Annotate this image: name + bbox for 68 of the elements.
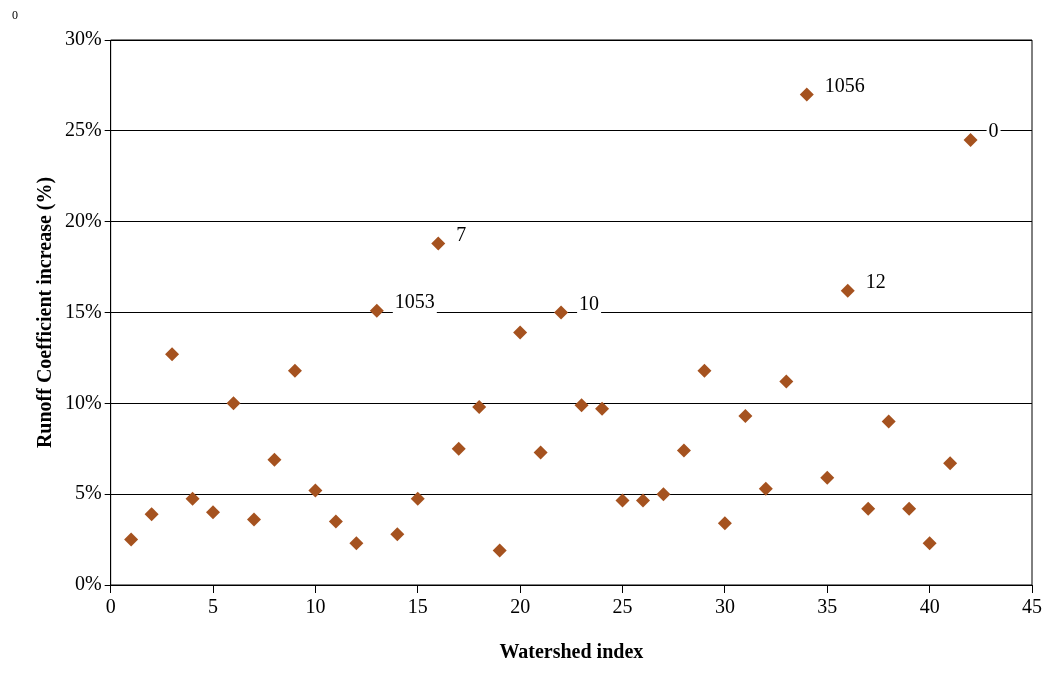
point — [226, 396, 241, 411]
point — [902, 501, 917, 516]
point — [943, 456, 958, 471]
point — [779, 374, 794, 389]
x-tick-label: 45 — [1022, 595, 1042, 618]
point — [861, 501, 876, 516]
point — [717, 516, 732, 531]
point — [246, 512, 261, 527]
point — [533, 445, 548, 460]
x-tick-label: 15 — [407, 595, 428, 618]
point — [554, 305, 569, 320]
point — [615, 493, 630, 508]
y-tick-label: 10% — [64, 390, 102, 413]
point — [574, 398, 589, 413]
annotation: 1053 — [394, 289, 435, 312]
annotation: 1056 — [824, 73, 865, 96]
point — [840, 283, 855, 298]
y-tick-label: 15% — [64, 299, 102, 322]
point — [922, 536, 937, 551]
point — [410, 491, 425, 506]
x-tick-label: 0 — [105, 595, 116, 618]
point — [635, 493, 650, 508]
y-tick-label: 0% — [74, 572, 102, 595]
point — [472, 399, 487, 414]
x-tick-label: 25 — [612, 595, 633, 618]
y-tick-label: 30% — [64, 27, 102, 50]
annotation: 0 — [988, 119, 999, 142]
point — [206, 505, 221, 520]
point — [595, 401, 610, 416]
point — [513, 325, 528, 340]
point — [369, 303, 384, 318]
point — [799, 87, 814, 102]
point — [492, 543, 507, 558]
point — [328, 514, 343, 529]
point — [144, 507, 159, 522]
x-axis-title: Watershed index — [499, 640, 644, 663]
point — [308, 483, 323, 498]
x-tick-label: 40 — [919, 595, 940, 618]
y-tick-label: 20% — [64, 208, 102, 231]
x-tick-label: 20 — [510, 595, 531, 618]
point — [676, 443, 691, 458]
annotation: 12 — [865, 269, 886, 292]
x-tick-label: 10 — [305, 595, 326, 618]
point — [431, 236, 446, 251]
x-tick-label: 30 — [714, 595, 735, 618]
annotation: 10 — [579, 291, 600, 314]
point — [697, 363, 712, 378]
point — [185, 491, 200, 506]
text: 0 — [12, 8, 18, 23]
point — [963, 132, 978, 147]
point — [165, 347, 180, 362]
point — [881, 414, 896, 429]
x-tick-label: 35 — [817, 595, 838, 618]
y-axis-title: Runoff Coefficient increase (%) — [33, 176, 57, 449]
point — [349, 536, 364, 551]
point — [656, 487, 671, 502]
x-tick-label: 5 — [208, 595, 219, 618]
point — [287, 363, 302, 378]
y-tick-label: 5% — [74, 481, 102, 504]
point — [758, 481, 773, 496]
point — [738, 409, 753, 424]
point — [451, 441, 466, 456]
point — [124, 532, 139, 547]
annotation: 7 — [456, 222, 467, 245]
point — [390, 527, 405, 542]
point — [267, 452, 282, 467]
point — [820, 470, 835, 485]
y-tick-label: 25% — [64, 118, 102, 141]
